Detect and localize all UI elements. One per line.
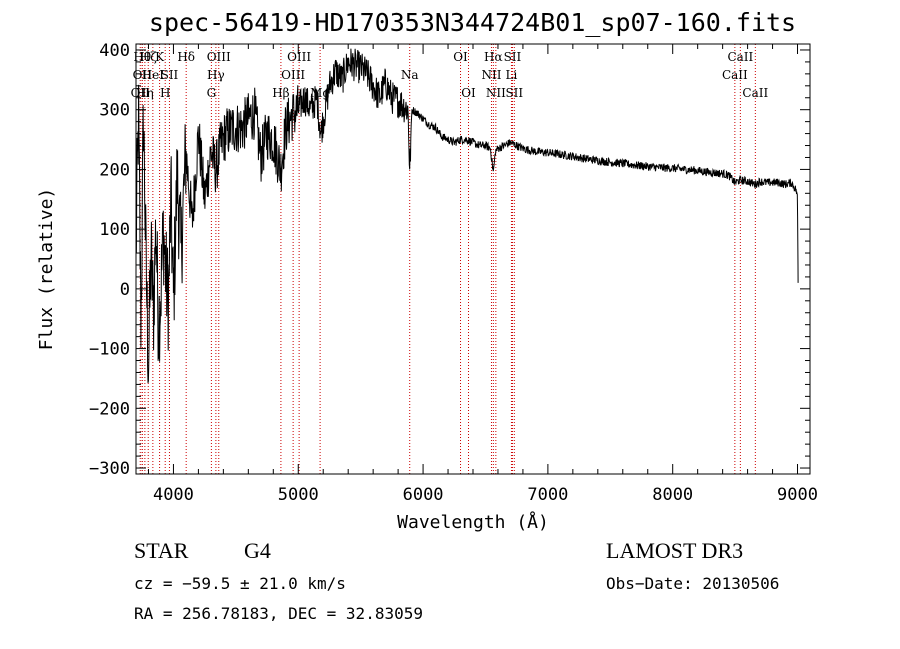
redshift-cz: cz = −59.5 ± 21.0 km/s — [134, 574, 346, 593]
observation-date: Obs−Date: 20130506 — [606, 574, 780, 593]
x-axis-label: Wavelength (Å) — [397, 511, 549, 533]
x-tick-label: 4000 — [153, 485, 194, 505]
line-label-OIII: OIII — [207, 50, 231, 64]
y-axis-label: Flux (relative) — [36, 188, 57, 351]
x-tick-label: 8000 — [652, 485, 693, 505]
line-label-G: G — [207, 86, 217, 100]
line-label-NII: NII — [486, 86, 506, 100]
spectrum-line — [135, 48, 799, 384]
line-label-SII: SII — [161, 68, 179, 82]
survey-name: LAMOST DR3 — [606, 538, 744, 563]
spectral-line-labels: OIIHθOIIHηHζHeIKHSIIHδGHγOIIIHβOIIIOIIIM… — [131, 50, 769, 100]
chart-title: spec-56419-HD170353N344724B01_sp07-160.f… — [148, 8, 797, 37]
line-label-OII: OII — [131, 86, 151, 100]
plot-axes — [135, 43, 811, 475]
line-label-CaII: CaII — [727, 50, 753, 64]
y-tick-label: 300 — [99, 101, 130, 121]
axis-text: 4000 5000 6000 7000 8000 9000 −300 −200 −100 0 100… — [36, 41, 818, 533]
line-label-Mg: Mg — [310, 86, 330, 100]
line-label-Li: Li — [506, 68, 518, 82]
object-class: STAR — [134, 538, 189, 563]
ra-dec-coordinates: RA = 256.78183, DEC = 32.83059 — [134, 604, 423, 623]
y-tick-label: −300 — [89, 459, 130, 479]
line-label-Hα: Hα — [484, 50, 503, 64]
line-label-OIII: OIII — [287, 50, 311, 64]
line-label-H: H — [160, 86, 170, 100]
object-subclass: G4 — [244, 538, 271, 563]
line-label-HeI: HeI — [142, 68, 165, 82]
line-label-CaII: CaII — [722, 68, 748, 82]
line-label-OI: OI — [453, 50, 468, 64]
x-tick-label: 5000 — [278, 485, 319, 505]
y-tick-label: 100 — [99, 220, 130, 240]
line-label-Hη: Hη — [136, 86, 154, 100]
spectral-line-markers — [139, 44, 756, 474]
y-tick-label: 200 — [99, 160, 130, 180]
line-label-OII: OII — [133, 68, 153, 82]
x-tick-label: 6000 — [403, 485, 444, 505]
y-tick-label: 0 — [120, 280, 130, 300]
line-label-Na: Na — [401, 68, 419, 82]
line-label-CaII: CaII — [742, 86, 768, 100]
spectrum-series — [135, 48, 799, 384]
line-label-Hδ: Hδ — [177, 50, 195, 64]
y-tick-label: −200 — [89, 399, 130, 419]
line-label-K: K — [155, 50, 165, 64]
line-label-Hθ: Hθ — [133, 50, 151, 64]
line-label-Hγ: Hγ — [207, 68, 225, 82]
line-label-OI: OI — [461, 86, 476, 100]
line-label-Hβ: Hβ — [272, 86, 289, 100]
y-tick-label: 400 — [99, 41, 130, 61]
x-tick-label: 7000 — [527, 485, 568, 505]
line-label-Hζ: Hζ — [140, 50, 157, 64]
x-tick-label: 9000 — [777, 485, 818, 505]
line-label-OIII: OIII — [281, 68, 305, 82]
line-label-SII: SII — [505, 86, 523, 100]
line-label-NII: NII — [481, 68, 501, 82]
line-label-SII: SII — [504, 50, 522, 64]
y-tick-label: −100 — [89, 340, 130, 360]
